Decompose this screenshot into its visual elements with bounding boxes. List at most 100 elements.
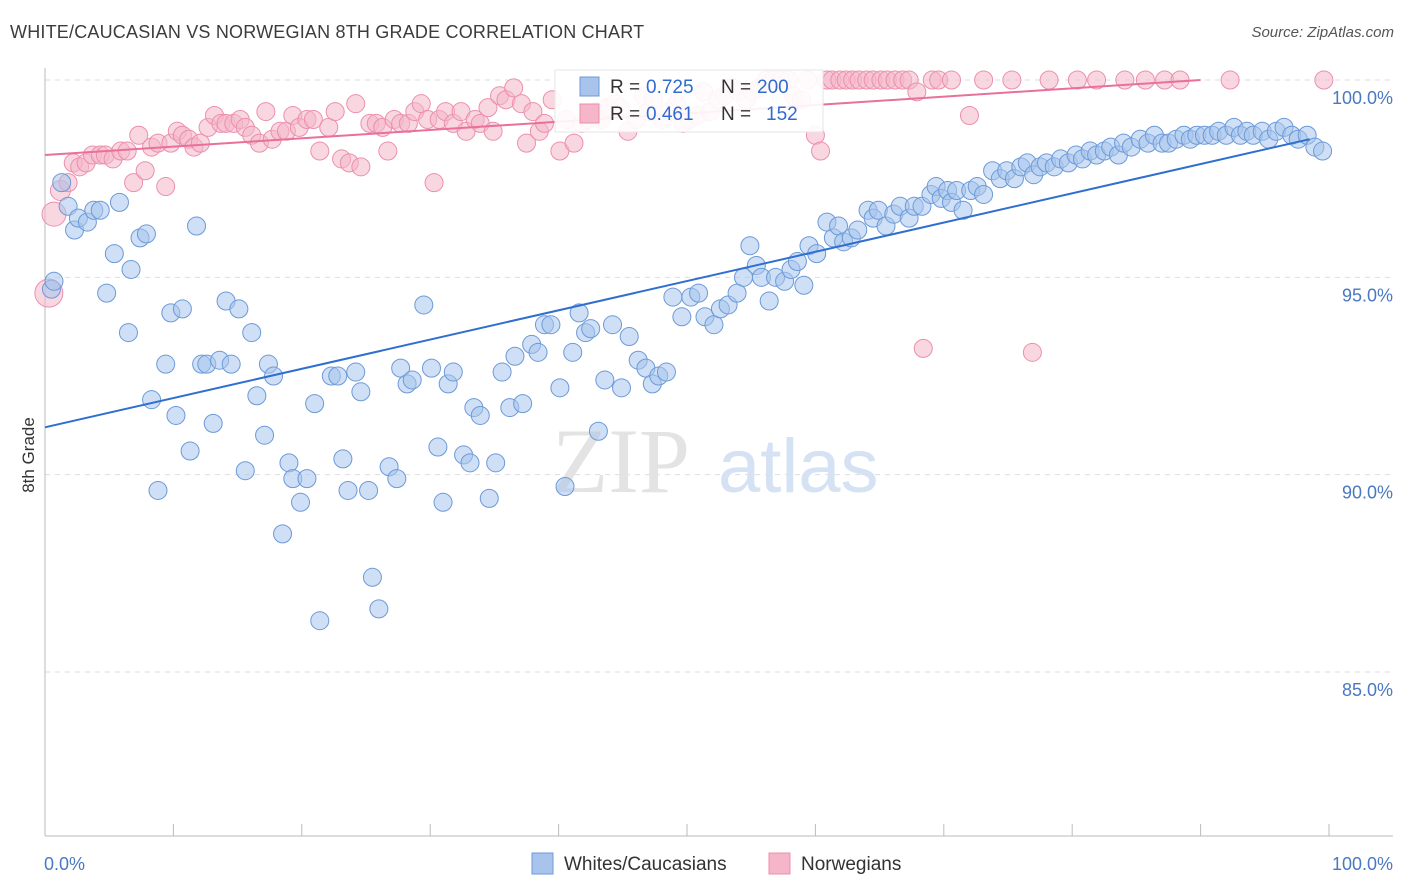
data-point-whites <box>255 425 275 445</box>
data-point-whites <box>291 492 311 512</box>
data-point-norwegians <box>351 157 371 177</box>
data-point-whites <box>612 378 632 398</box>
data-point-whites <box>595 370 615 390</box>
legend-n-label-whites: N = <box>721 77 751 98</box>
legend-swatch-norwegians <box>579 103 600 124</box>
data-point-whites <box>328 366 348 386</box>
data-point-whites <box>235 461 255 481</box>
y-axis-title: 8th Grade <box>19 417 38 493</box>
trend-line-whites <box>44 138 1310 429</box>
legend-r-label-whites: R = <box>610 77 640 98</box>
data-point-whites <box>351 382 371 402</box>
data-point-whites <box>740 236 760 256</box>
data-point-norwegians <box>378 141 398 161</box>
data-point-norwegians <box>303 109 323 129</box>
data-point-whites <box>166 405 186 425</box>
legend-stats: R = 0.725 N = 200 R = 0.461 N = 152 <box>554 69 824 133</box>
data-point-norwegians <box>907 82 927 102</box>
data-point-whites <box>953 200 973 220</box>
data-point-whites <box>588 421 608 441</box>
data-point-whites <box>479 488 499 508</box>
data-point-whites <box>555 477 575 497</box>
data-point-norwegians <box>811 141 831 161</box>
data-point-whites <box>229 299 249 319</box>
legend-bottom-swatch-norwegians <box>768 852 791 875</box>
data-point-whites <box>974 184 994 204</box>
data-point-whites <box>550 378 570 398</box>
data-point-whites <box>387 469 407 489</box>
data-point-whites <box>581 319 601 339</box>
data-point-whites <box>563 342 583 362</box>
data-point-whites <box>848 220 868 240</box>
data-point-norwegians <box>504 78 524 98</box>
data-point-whites <box>142 390 162 410</box>
data-point-norwegians <box>156 177 176 197</box>
data-point-whites <box>443 362 463 382</box>
data-point-whites <box>421 358 441 378</box>
data-point-whites <box>541 315 561 335</box>
gridlines <box>45 79 1393 673</box>
data-point-whites <box>52 173 72 193</box>
legend-bottom-swatch-whites <box>531 852 554 875</box>
legend-n-label-norwegians: N = <box>721 104 751 125</box>
data-point-norwegians <box>517 133 536 153</box>
data-point-whites <box>460 453 480 473</box>
data-point-norwegians <box>325 102 345 122</box>
data-point-whites <box>369 599 389 619</box>
x-tick-label: 0.0% <box>44 854 85 874</box>
data-point-whites <box>672 307 692 327</box>
data-point-whites <box>428 437 448 457</box>
data-point-whites <box>104 244 124 264</box>
legend-r-value-whites: 0.725 <box>646 77 694 98</box>
data-point-norwegians <box>523 102 543 122</box>
data-point-norwegians <box>129 125 149 145</box>
data-point-whites <box>221 354 241 374</box>
data-point-whites <box>689 283 709 303</box>
data-point-whites <box>90 200 110 220</box>
legend-r-label-norwegians: R = <box>610 104 640 125</box>
data-point-norwegians <box>1220 70 1240 90</box>
data-point-norwegians <box>942 70 962 90</box>
data-point-whites <box>346 362 366 382</box>
data-point-whites <box>619 327 639 347</box>
data-point-whites <box>247 386 267 406</box>
data-point-norwegians <box>310 141 330 161</box>
data-point-norwegians <box>1067 70 1087 90</box>
data-point-whites <box>180 441 200 461</box>
x-tick-labels: 0.0% 100.0% <box>44 854 1393 874</box>
data-point-whites <box>414 295 434 315</box>
y-tick-label: 85.0% <box>1342 680 1393 700</box>
data-point-whites <box>433 492 453 512</box>
data-point-whites <box>338 480 358 500</box>
data-point-whites <box>172 299 192 319</box>
data-point-norwegians <box>1022 342 1042 362</box>
data-point-whites <box>297 469 317 489</box>
data-point-whites <box>187 216 207 236</box>
legend-r-value-norwegians: 0.461 <box>646 104 694 125</box>
data-point-whites <box>44 271 64 291</box>
data-point-whites <box>656 362 676 382</box>
data-point-whites <box>528 342 548 362</box>
data-point-whites <box>333 449 353 469</box>
legend-n-value-whites: 200 <box>757 77 789 98</box>
data-point-norwegians <box>1002 70 1022 90</box>
data-point-whites <box>148 480 168 500</box>
data-point-norwegians <box>1135 70 1155 90</box>
data-point-norwegians <box>1314 70 1334 90</box>
data-point-whites <box>505 346 525 366</box>
data-point-norwegians <box>135 161 155 181</box>
x-tick-label: 100.0% <box>1332 854 1393 874</box>
data-point-whites <box>362 567 382 587</box>
data-point-whites <box>273 524 293 544</box>
data-point-whites <box>203 413 223 433</box>
data-point-whites <box>156 354 176 374</box>
data-point-whites <box>470 405 490 425</box>
data-point-norwegians <box>1087 70 1107 90</box>
data-point-whites <box>97 283 117 303</box>
y-tick-label: 90.0% <box>1342 483 1393 503</box>
source-label: Source: ZipAtlas.com <box>1251 24 1394 41</box>
data-point-norwegians <box>424 173 444 193</box>
data-point-norwegians <box>959 106 979 126</box>
data-point-norwegians <box>124 173 144 193</box>
